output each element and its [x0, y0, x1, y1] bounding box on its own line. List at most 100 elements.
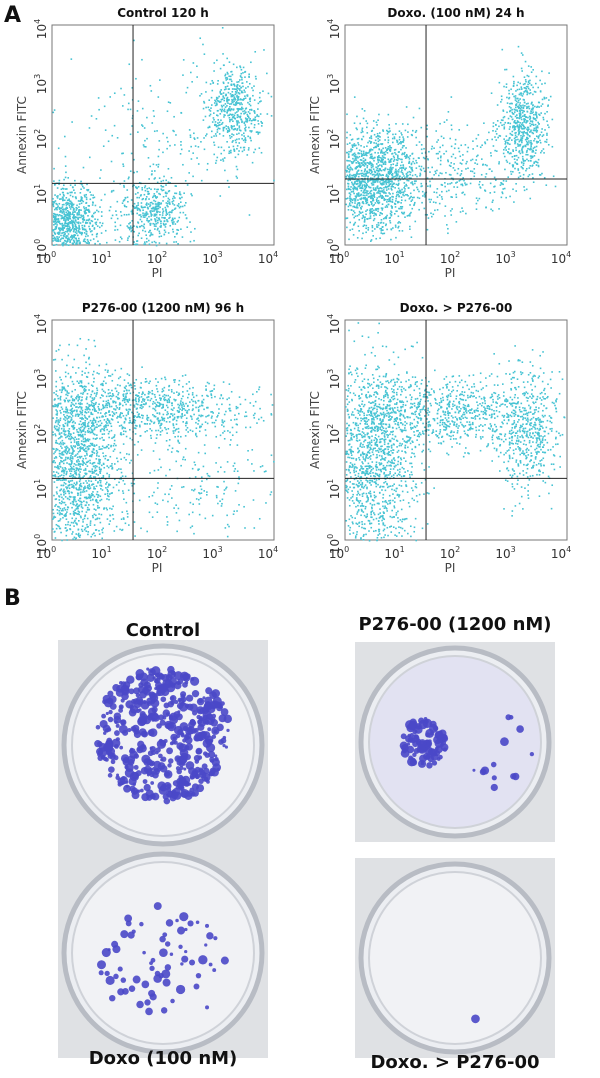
cell-dot: [74, 463, 76, 465]
cell-dot: [521, 119, 523, 121]
cell-dot: [112, 374, 114, 376]
cell-dot: [519, 131, 521, 133]
cell-dot: [359, 173, 361, 175]
cell-dot: [451, 146, 453, 148]
cell-dot: [74, 512, 76, 514]
cell-dot: [84, 424, 86, 426]
cell-dot: [98, 455, 100, 457]
cell-dot: [77, 214, 79, 216]
cell-dot: [157, 222, 159, 224]
cell-dot: [349, 188, 351, 190]
cell-dot: [84, 491, 86, 493]
cell-dot: [497, 137, 499, 139]
cell-dot: [52, 240, 54, 242]
cell-dot: [256, 131, 258, 133]
cell-dot: [411, 163, 413, 165]
cell-dot: [403, 167, 405, 169]
cell-dot: [378, 208, 380, 210]
cell-dot: [367, 229, 369, 231]
cell-dot: [529, 93, 531, 95]
cell-dot: [394, 149, 396, 151]
cell-dot: [79, 468, 81, 470]
cell-dot: [219, 133, 221, 135]
cell-dot: [520, 153, 522, 155]
cell-dot: [84, 518, 86, 520]
cell-dot: [525, 146, 527, 148]
cell-dot: [108, 467, 110, 469]
cell-dot: [248, 73, 250, 75]
cell-dot: [130, 170, 132, 172]
cell-dot: [541, 173, 543, 175]
cell-dot: [113, 487, 115, 489]
cell-dot: [373, 184, 375, 186]
cell-dot: [532, 87, 534, 89]
cell-dot: [113, 445, 115, 447]
cell-dot: [225, 86, 227, 88]
cell-dot: [536, 76, 538, 78]
cell-dot: [420, 186, 422, 188]
cell-dot: [368, 204, 370, 206]
cell-dot: [101, 538, 103, 540]
cell-dot: [58, 421, 60, 423]
cell-dot: [165, 231, 167, 233]
cell-dot: [174, 192, 176, 194]
cell-dot: [175, 185, 177, 187]
tick-exponent: 2: [162, 250, 167, 259]
cell-dot: [247, 86, 249, 88]
cell-dot: [436, 141, 438, 143]
cell-dot: [378, 165, 380, 167]
cell-dot: [96, 450, 98, 452]
cell-dot: [73, 511, 75, 513]
cell-dot: [384, 157, 386, 159]
cell-dot: [90, 524, 92, 526]
cell-dot: [385, 186, 387, 188]
cell-dot: [52, 509, 54, 511]
cell-dot: [386, 149, 388, 151]
cell-dot: [165, 180, 167, 182]
cell-dot: [82, 219, 84, 221]
cell-dot: [118, 490, 120, 492]
cell-dot: [73, 522, 75, 524]
cell-dot: [142, 209, 144, 211]
cell-dot: [160, 181, 162, 183]
cell-dot: [174, 208, 176, 210]
cell-dot: [191, 81, 193, 83]
cell-dot: [385, 206, 387, 208]
cell-dot: [221, 99, 223, 101]
cell-dot: [517, 168, 519, 170]
cell-dot: [180, 228, 182, 230]
cell-dot: [146, 188, 148, 190]
cell-dot: [529, 119, 531, 121]
cell-dot: [128, 63, 130, 65]
cell-dot: [495, 179, 497, 181]
cell-dot: [508, 90, 510, 92]
cell-dot: [97, 240, 99, 242]
cell-dot: [58, 443, 60, 445]
cell-dot: [370, 209, 372, 211]
cell-dot: [74, 211, 76, 213]
cell-dot: [240, 87, 242, 89]
cell-dot: [128, 178, 130, 180]
cell-dot: [509, 138, 511, 140]
cell-dot: [90, 500, 92, 502]
cell-dot: [85, 496, 87, 498]
cell-dot: [249, 214, 251, 216]
cell-dot: [150, 90, 152, 92]
cell-dot: [426, 125, 428, 127]
cell-dot: [89, 228, 91, 230]
cell-dot: [485, 164, 487, 166]
cell-dot: [154, 130, 156, 132]
cell-dot: [380, 222, 382, 224]
cell-dot: [65, 394, 67, 396]
cell-dot: [359, 186, 361, 188]
cell-dot: [75, 403, 77, 405]
cell-dot: [61, 474, 63, 476]
cell-dot: [360, 173, 362, 175]
cell-dot: [84, 450, 86, 452]
cell-dot: [380, 187, 382, 189]
cell-dot: [374, 218, 376, 220]
cell-dot: [54, 433, 56, 435]
cell-dot: [123, 185, 125, 187]
cell-dot: [247, 136, 249, 138]
cell-dot: [227, 102, 229, 104]
